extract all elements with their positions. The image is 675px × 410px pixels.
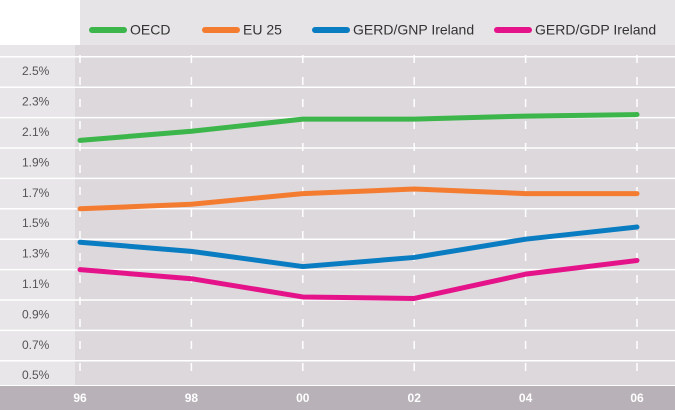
x-tick-label: 06 <box>630 391 644 405</box>
x-tick-label: 02 <box>408 391 422 405</box>
y-tick-label: 1.9% <box>22 155 50 169</box>
legend-label: GERD/GDP Ireland <box>535 22 656 38</box>
y-tick-label: 1.3% <box>22 247 50 261</box>
plot-background <box>0 45 675 385</box>
legend-band <box>80 0 675 45</box>
y-tick-label: 2.5% <box>22 64 50 78</box>
label-column <box>0 45 75 385</box>
legend-label: OECD <box>130 22 170 38</box>
y-tick-label: 1.5% <box>22 216 50 230</box>
line-series <box>77 224 640 270</box>
y-tick-label: 2.3% <box>22 95 50 109</box>
line-series <box>77 112 640 143</box>
line-series <box>77 257 640 301</box>
y-tick-label: 1.7% <box>22 186 50 200</box>
y-tick-label: 0.5% <box>22 368 50 382</box>
y-tick-label: 2.1% <box>22 125 50 139</box>
y-tick-label: 0.7% <box>22 338 50 352</box>
x-tick-label: 96 <box>73 391 87 405</box>
legend-label: GERD/GNP Ireland <box>353 22 474 38</box>
y-tick-label: 1.1% <box>22 277 50 291</box>
x-tick-label: 00 <box>296 391 310 405</box>
y-tick-label: 0.9% <box>22 307 50 321</box>
line-series <box>77 186 640 212</box>
legend-label: EU 25 <box>243 22 282 38</box>
x-axis-band <box>0 386 675 410</box>
x-tick-label: 04 <box>519 391 533 405</box>
x-tick-label: 98 <box>185 391 199 405</box>
